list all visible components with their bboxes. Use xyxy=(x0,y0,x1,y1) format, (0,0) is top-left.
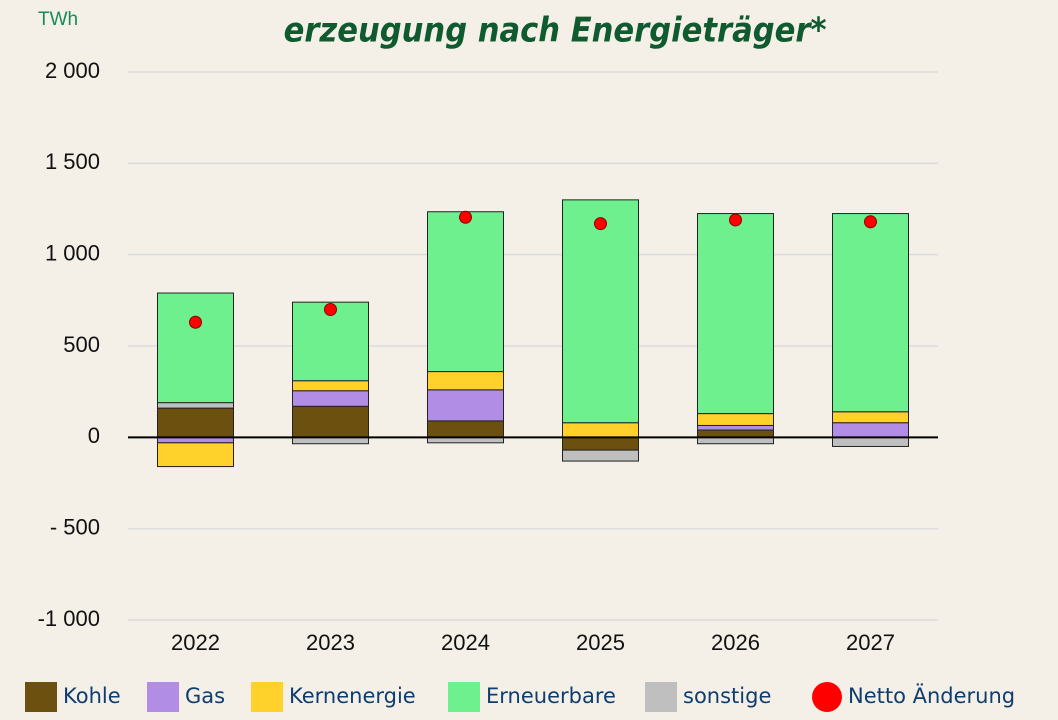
y-tick-label: -1 000 xyxy=(38,606,100,631)
net-change-point xyxy=(189,315,202,329)
x-tick-label: 2023 xyxy=(306,630,355,655)
legend-swatch xyxy=(147,682,179,712)
bar-segment xyxy=(562,422,639,438)
bar-segment xyxy=(427,211,504,373)
x-tick-label: 2022 xyxy=(171,630,220,655)
legend-swatch xyxy=(25,682,57,712)
legend-swatch xyxy=(448,682,480,712)
x-tick-label: 2027 xyxy=(846,630,895,655)
legend-label: sonstige xyxy=(683,684,771,708)
net-change-point xyxy=(729,213,742,227)
net-change-point xyxy=(594,217,607,231)
bar-segment xyxy=(562,449,639,462)
legend-swatch xyxy=(645,682,677,712)
legend-label: Netto Änderung xyxy=(848,683,1015,708)
y-tick-label: - 500 xyxy=(50,514,100,539)
bar-segment xyxy=(832,213,909,413)
x-tick-label: 2026 xyxy=(711,630,760,655)
y-tick-label: 1 500 xyxy=(45,149,100,174)
bar-segment xyxy=(427,389,504,422)
y-axis-label: TWh xyxy=(38,9,78,30)
bar-segment xyxy=(427,420,504,438)
legend-swatch xyxy=(812,682,842,712)
legend-label: Kohle xyxy=(63,684,121,708)
bar-segment xyxy=(292,405,369,438)
y-tick-label: 0 xyxy=(88,423,100,448)
bar-segment xyxy=(832,422,909,438)
chart-title: erzeugung nach Energieträger* xyxy=(284,11,827,51)
bar-segment xyxy=(832,436,909,447)
bar-segment xyxy=(697,424,774,431)
y-tick-label: 500 xyxy=(63,332,100,357)
bar-segment xyxy=(157,407,234,438)
bar-segment xyxy=(157,442,234,468)
bar-segment xyxy=(697,413,774,426)
bar-segment xyxy=(562,199,639,424)
bar-segment xyxy=(157,292,234,404)
bar-segment xyxy=(157,402,234,409)
y-tick-label: 1 000 xyxy=(45,240,100,265)
net-change-point xyxy=(864,215,877,229)
bar-segment xyxy=(697,213,774,415)
bar-segment xyxy=(697,429,774,438)
legend-label: Erneuerbare xyxy=(486,684,616,708)
bar-segment xyxy=(427,371,504,391)
bar-segment xyxy=(562,436,639,451)
legend-swatch xyxy=(251,682,283,712)
bar-segment xyxy=(832,411,909,424)
y-tick-label: 2 000 xyxy=(45,58,100,83)
net-change-point xyxy=(324,302,337,316)
bar-segment xyxy=(292,390,369,407)
legend-label: Gas xyxy=(185,684,225,708)
x-tick-label: 2024 xyxy=(441,630,490,655)
x-tick-label: 2025 xyxy=(576,630,625,655)
bar-segment xyxy=(292,380,369,392)
legend-label: Kernenergie xyxy=(289,684,416,708)
net-change-point xyxy=(459,210,472,224)
